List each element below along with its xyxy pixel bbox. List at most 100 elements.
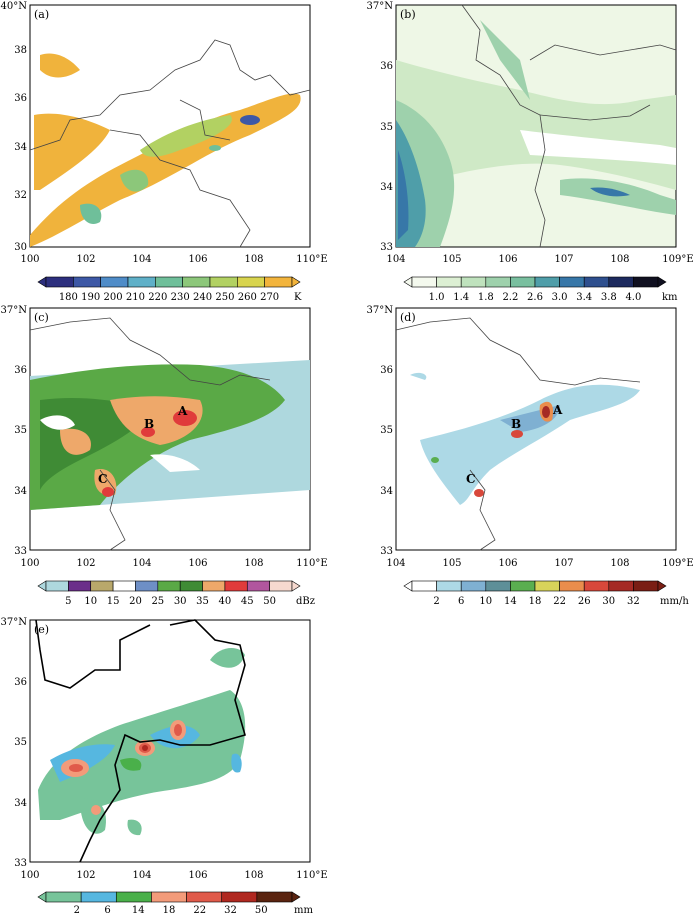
colorbar-label: 32 [627, 596, 640, 607]
colorbar-swatch [100, 276, 129, 288]
panel-a-border [109, 129, 251, 248]
colorbar-swatch [269, 580, 293, 592]
colorbar-swatch [73, 276, 101, 288]
y-tick: 37°N [367, 305, 394, 316]
colorbar-unit: mm/h [660, 596, 689, 607]
colorbar-swatch [221, 891, 258, 903]
colorbar-swatch [510, 276, 536, 288]
colorbar-label: 2.6 [527, 292, 543, 303]
colorbar-label: 1.4 [453, 292, 469, 303]
panel-b-field [396, 20, 676, 247]
colorbar-label: 240 [193, 292, 212, 303]
colorbar-arrow-left [403, 580, 413, 592]
colorbar-label: 200 [104, 292, 123, 303]
x-tick: 100 [20, 558, 39, 569]
colorbar-swatch [209, 276, 238, 288]
colorbar-swatch [411, 276, 437, 288]
x-tick: 106 [498, 254, 517, 265]
colorbar-label: 10 [479, 596, 492, 607]
y-tick: 36 [14, 93, 27, 104]
x-tick: 102 [76, 254, 95, 265]
colorbar-swatch [186, 891, 223, 903]
colorbar-label: 3.0 [552, 292, 568, 303]
x-tick: 110°E [296, 254, 327, 265]
colorbar-label: 14 [132, 905, 145, 916]
panel-d: A B C (d) 104 105 106 107 108 109°E 37°N… [367, 305, 694, 607]
colorbar-swatch [510, 580, 536, 592]
panel-a-field [30, 53, 301, 247]
colorbar-arrow-right [657, 580, 667, 592]
colorbar-label: 6 [458, 596, 464, 607]
y-tick: 35 [14, 425, 27, 436]
colorbar-swatch [182, 276, 211, 288]
panel-c-field [30, 360, 310, 510]
colorbar-swatch [436, 276, 462, 288]
colorbar-arrow-right [291, 580, 301, 592]
panel-c-border [29, 317, 271, 386]
colorbar-label: 10 [84, 596, 97, 607]
colorbar-unit: km [662, 292, 678, 303]
y-tick: 34 [14, 142, 27, 153]
y-tick: 36 [14, 365, 27, 376]
y-tick: 36 [380, 61, 393, 72]
panel-a-border [29, 39, 311, 151]
x-tick: 108 [244, 254, 263, 265]
colorbar-label: 230 [171, 292, 190, 303]
panel-d-label: (d) [400, 311, 416, 324]
colorbar-label: 30 [602, 596, 615, 607]
x-tick: 105 [442, 254, 461, 265]
colorbar-swatch [80, 891, 117, 903]
colorbar-swatch [583, 580, 610, 592]
y-tick: 37°N [1, 305, 28, 316]
colorbar-swatch [460, 580, 487, 592]
panel-a-border [179, 99, 231, 141]
colorbar-arrow-left [37, 891, 47, 903]
colorbar-label: 2.2 [502, 292, 518, 303]
x-tick: 108 [244, 870, 263, 881]
colorbar-swatch [559, 276, 585, 288]
marker-a: A [177, 404, 188, 418]
colorbar-arrow-right [657, 276, 667, 288]
panel-a-yticks: 40°N 38 36 34 32 30 [1, 1, 28, 253]
colorbar-label: 22 [193, 905, 206, 916]
colorbar-label: 26 [578, 596, 591, 607]
panel-a: (a) 100 102 104 106 108 110°E 40°N 38 36… [1, 1, 328, 303]
colorbar-label: 14 [504, 596, 517, 607]
panel-a-colorbar: 180 190 200 210 220 230 240 250 260 270 K [37, 276, 302, 303]
panel-e-label: (e) [34, 623, 49, 636]
panel-c-label: (c) [34, 311, 49, 324]
y-tick: 33 [14, 858, 27, 869]
x-tick: 107 [554, 558, 573, 569]
colorbar-swatch [485, 276, 511, 288]
colorbar-label: 22 [553, 596, 566, 607]
panel-c-yticks: 37°N 36 35 34 33 [1, 305, 28, 557]
y-tick: 34 [14, 798, 27, 809]
x-tick: 104 [132, 558, 151, 569]
colorbar-swatch [608, 580, 634, 592]
colorbar-label: 1.8 [478, 292, 494, 303]
colorbar-label: 18 [529, 596, 542, 607]
marker-c: C [466, 472, 476, 486]
colorbar-label: 2 [74, 905, 80, 916]
x-tick: 105 [442, 558, 461, 569]
colorbar-swatch [127, 276, 156, 288]
colorbar-swatch [202, 580, 226, 592]
panel-b: (b) 104 105 106 107 108 109°E 37°N 36 35… [367, 1, 694, 303]
y-tick: 33 [380, 242, 393, 253]
colorbar-label: 4.0 [625, 292, 641, 303]
colorbar-label: 250 [215, 292, 234, 303]
colorbar-arrow-left [403, 276, 413, 288]
y-tick: 32 [14, 190, 27, 201]
panel-b-border [529, 44, 677, 61]
colorbar-label: 20 [129, 596, 142, 607]
y-tick: 33 [14, 546, 27, 557]
panel-b-label: (b) [400, 8, 416, 21]
colorbar-label: 35 [196, 596, 209, 607]
marker-b: B [144, 417, 154, 431]
panel-d-xticks: 104 105 106 107 108 109°E [386, 558, 693, 569]
marker-c: C [98, 472, 108, 486]
y-tick: 34 [380, 486, 393, 497]
colorbar-swatch [264, 276, 293, 288]
x-tick: 106 [188, 558, 207, 569]
colorbar-label: 2 [433, 596, 439, 607]
